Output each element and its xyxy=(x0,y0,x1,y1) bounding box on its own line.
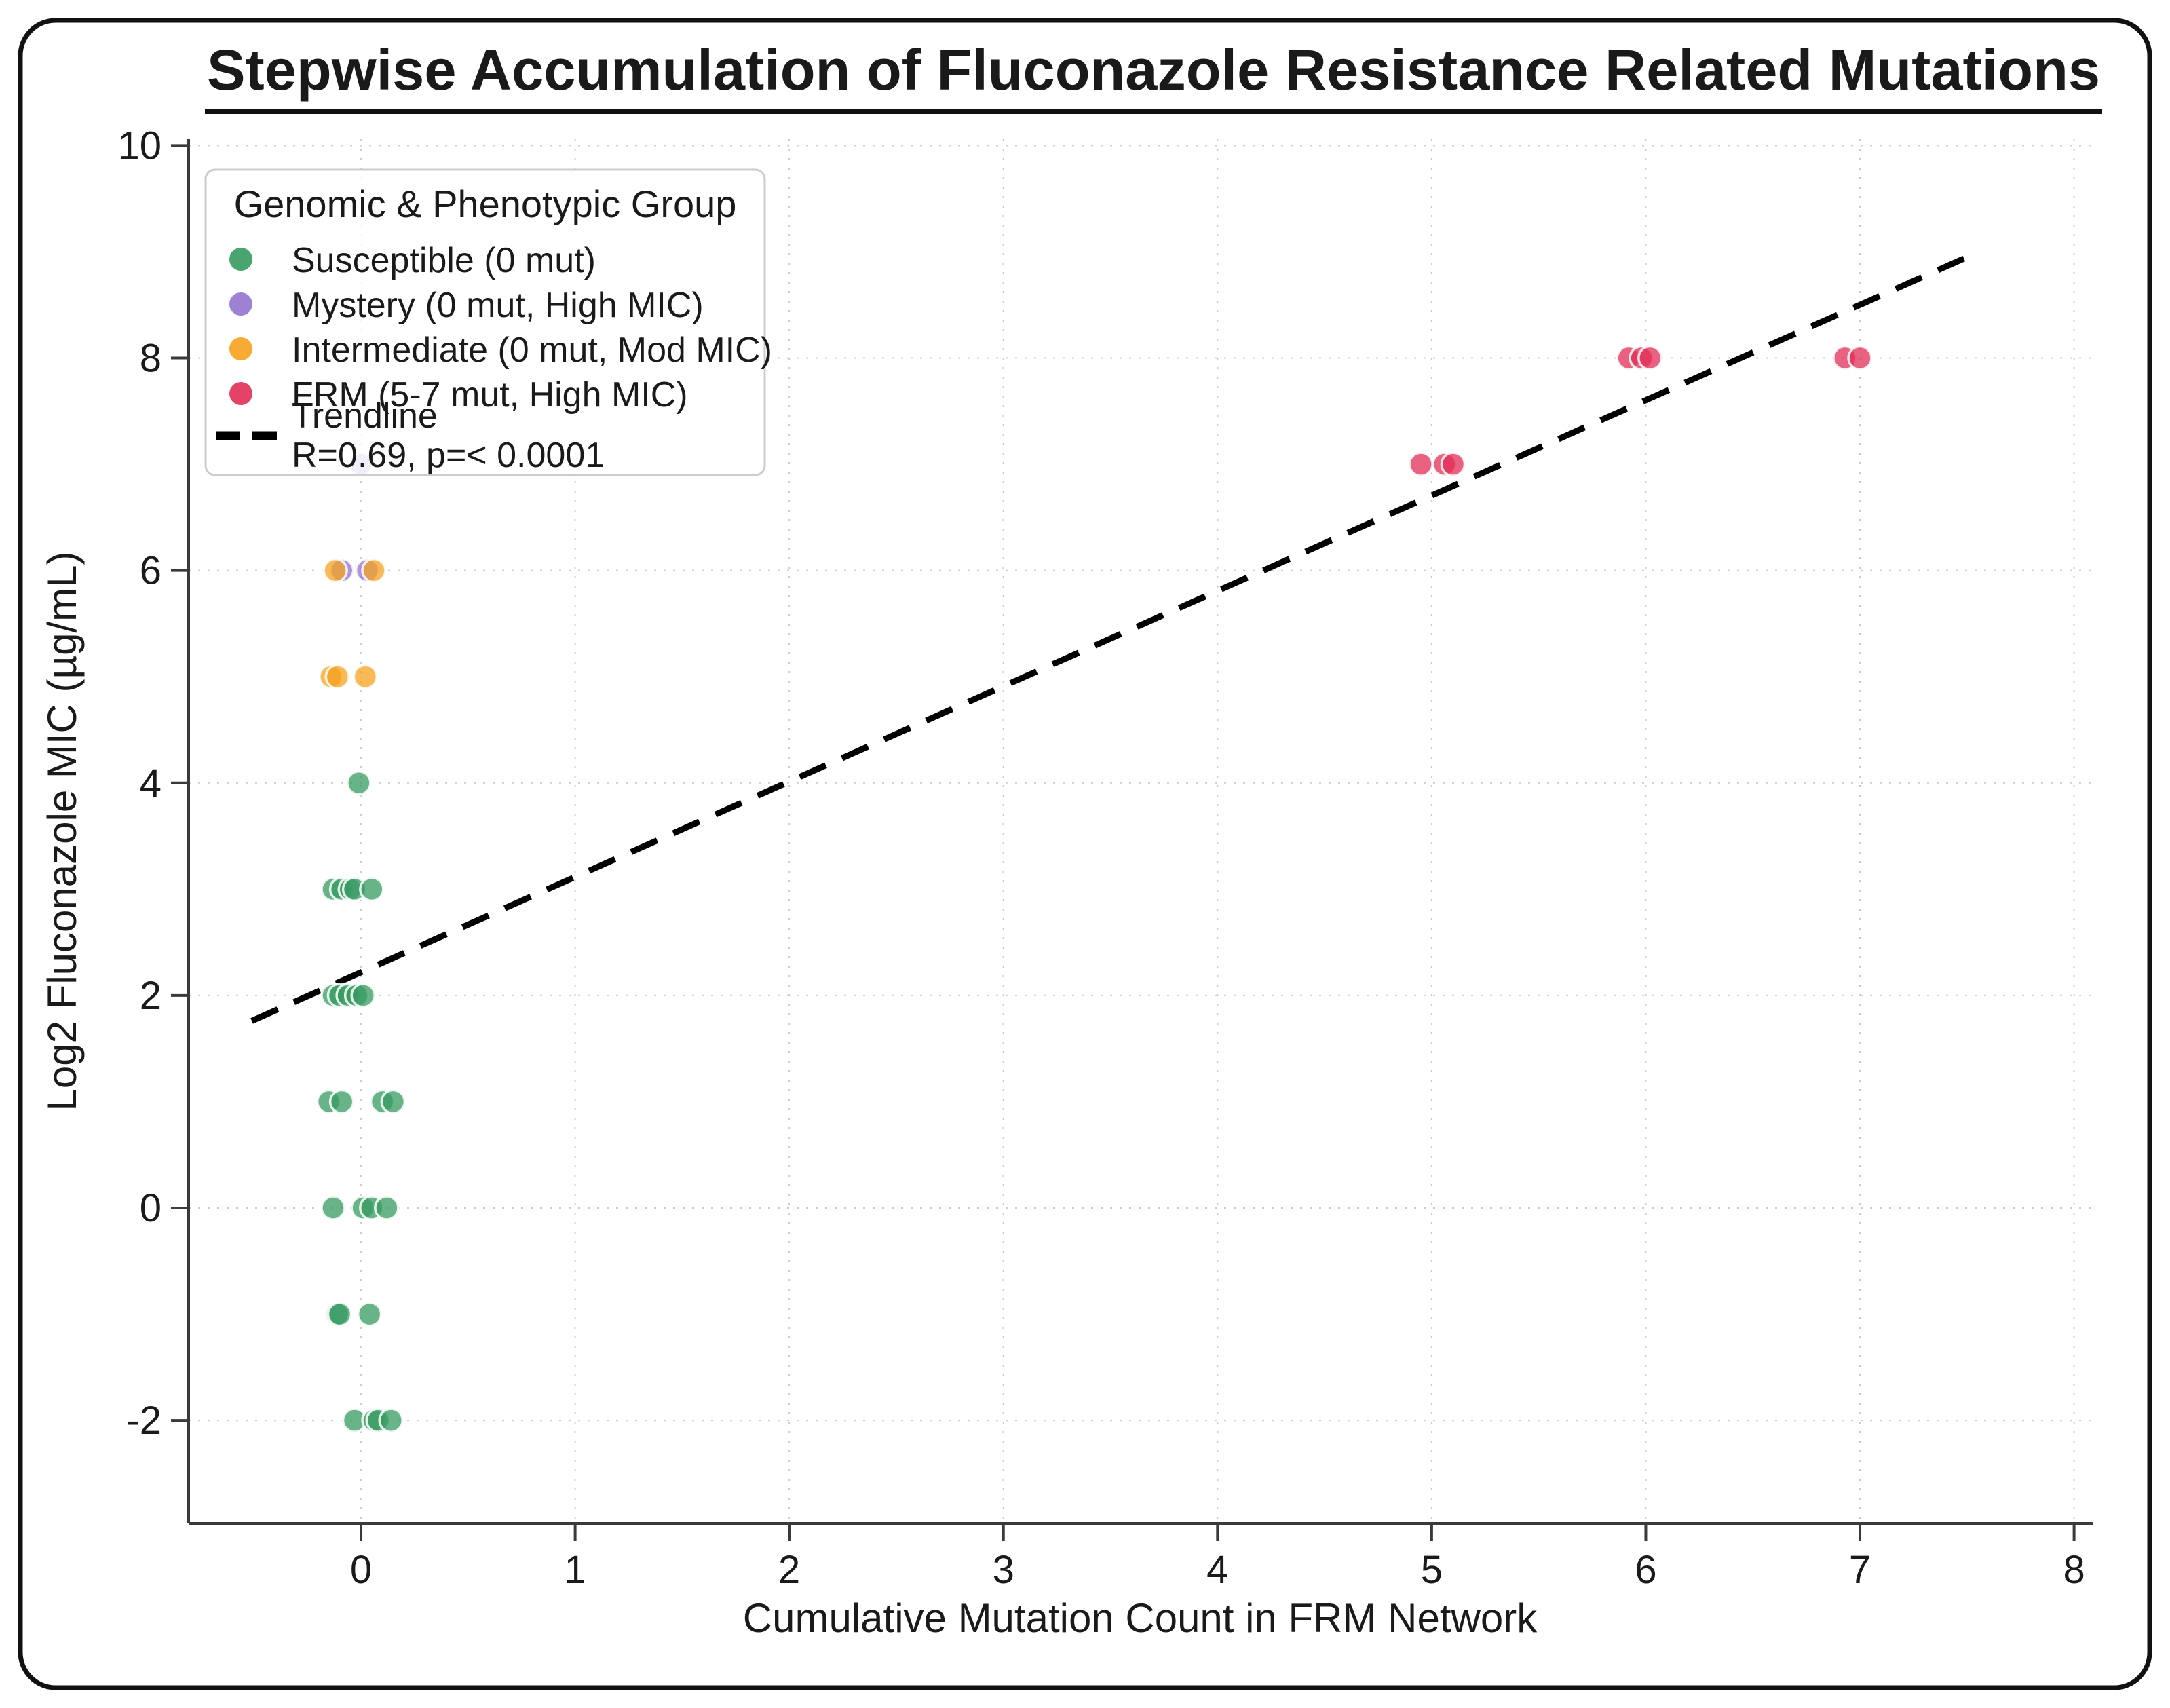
x-axis-label: Cumulative Mutation Count in FRM Network xyxy=(743,1595,1538,1641)
data-point xyxy=(361,557,387,584)
trendline-layer xyxy=(250,255,1966,1024)
x-tick-label: 6 xyxy=(1635,1548,1656,1592)
legend: Genomic & Phenotypic Group Susceptible (0… xyxy=(204,168,772,476)
series-intermediate xyxy=(318,557,387,689)
axes-layer: 0 1 2 3 4 5 6 7 8 -2 0 2 4 6 8 10 xyxy=(117,124,2093,1592)
legend-item-label: FRM (5-7 mut, High MIC) xyxy=(292,375,688,415)
data-point xyxy=(320,1195,346,1221)
legend-trendline-label: Trendline xyxy=(292,396,438,436)
x-tick-label: 8 xyxy=(2063,1548,2085,1592)
legend-item-label: Mystery (0 mut, High MIC) xyxy=(292,286,704,325)
y-tick-label: 6 xyxy=(140,549,161,593)
data-point xyxy=(356,1301,383,1327)
data-point xyxy=(1847,345,1873,371)
x-tick-label: 5 xyxy=(1421,1548,1443,1592)
series-susceptible xyxy=(316,770,406,1433)
y-tick-label: 8 xyxy=(140,337,161,381)
data-point xyxy=(322,557,348,584)
chart-title: Stepwise Accumulation of Fluconazole Res… xyxy=(207,38,2100,102)
x-tick-label: 4 xyxy=(1206,1548,1228,1592)
data-point xyxy=(1408,451,1434,477)
y-tick-label: 10 xyxy=(117,124,161,168)
data-point xyxy=(352,664,379,689)
legend-trendline-sublabel: R=0.69, p=< 0.0001 xyxy=(292,436,605,475)
y-tick-label: 0 xyxy=(140,1186,161,1230)
legend-item-label: Intermediate (0 mut, Mod MIC) xyxy=(292,330,772,370)
y-axis-label: Log2 Fluconazole MIC (µg/mL) xyxy=(39,552,85,1112)
data-point xyxy=(324,664,351,689)
scatter-points-layer xyxy=(316,345,1873,1433)
y-tick-label: -2 xyxy=(126,1399,161,1443)
gridlines xyxy=(189,139,2093,1523)
x-tick-label: 7 xyxy=(1849,1548,1871,1592)
x-tick-label: 1 xyxy=(564,1548,586,1592)
legend-title: Genomic & Phenotypic Group xyxy=(234,183,737,225)
data-point xyxy=(346,770,372,796)
data-point xyxy=(326,1301,353,1327)
series-frm xyxy=(1408,345,1873,477)
data-point xyxy=(378,1407,404,1433)
legend-marker xyxy=(229,337,252,360)
y-tick-label: 2 xyxy=(140,974,161,1018)
legend-item-label: Susceptible (0 mut) xyxy=(292,241,596,280)
data-point xyxy=(328,1088,355,1115)
x-tick-label: 0 xyxy=(350,1548,372,1592)
legend-marker xyxy=(229,292,252,316)
x-tick-label: 2 xyxy=(778,1548,800,1592)
data-point xyxy=(1440,451,1466,477)
x-tick-label: 3 xyxy=(993,1548,1014,1592)
data-point xyxy=(359,876,385,903)
data-point xyxy=(1637,345,1663,371)
figure-border xyxy=(18,18,2152,1690)
legend-marker xyxy=(229,382,252,405)
y-tick-label: 4 xyxy=(140,761,161,805)
data-point xyxy=(350,983,376,1008)
trendline xyxy=(250,255,1966,1024)
data-point xyxy=(380,1088,406,1115)
legend-box xyxy=(204,168,766,476)
legend-marker xyxy=(229,248,252,271)
data-point xyxy=(374,1195,400,1221)
